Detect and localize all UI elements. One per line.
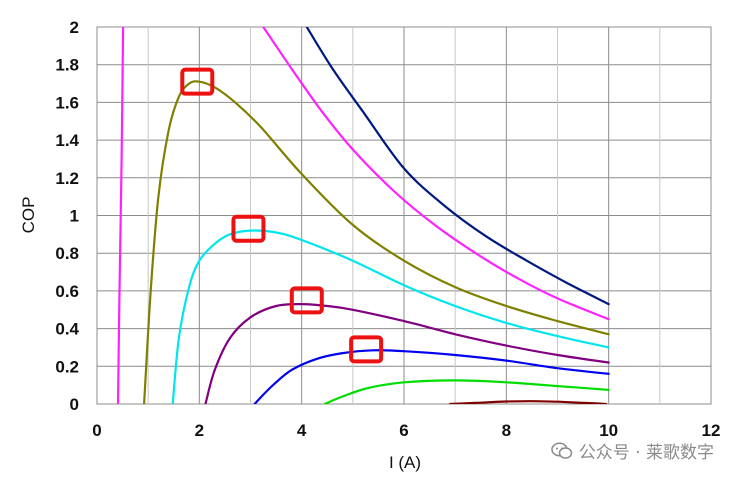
series-line-6 <box>204 302 610 404</box>
y-tick-label: 0.6 <box>55 282 79 301</box>
series-lines <box>116 27 610 404</box>
y-tick-label: 2 <box>70 18 79 37</box>
y-tick-labels: 0 0.2 0.4 0.6 0.8 1 1.2 1.4 1.6 1.8 2 <box>55 18 79 414</box>
series-line-2 <box>305 27 610 306</box>
x-tick-label: 8 <box>502 421 511 440</box>
x-tick-label: 0 <box>92 421 101 440</box>
series-line-3 <box>262 27 610 321</box>
x-tick-label: 4 <box>297 421 307 440</box>
series-line-5 <box>171 229 610 404</box>
watermark-text: 公众号 · 莱歌数字 <box>578 443 714 463</box>
y-tick-label: 1.4 <box>55 131 79 150</box>
y-tick-label: 0.2 <box>55 357 79 376</box>
highlight-box-2 <box>231 214 266 243</box>
y-tick-label: 1 <box>70 207 79 226</box>
x-tick-label: 10 <box>599 421 618 440</box>
y-tick-label: 0.4 <box>55 320 79 339</box>
y-tick-label: 0.8 <box>55 244 79 263</box>
y-axis-title: COP <box>19 197 38 234</box>
y-tick-label: 1.8 <box>55 56 79 75</box>
series-line-9 <box>449 400 608 404</box>
series-line-4 <box>143 80 610 404</box>
y-tick-label: 1.6 <box>55 93 79 112</box>
watermark: 公众号 · 莱歌数字 <box>551 438 714 463</box>
highlight-box-4 <box>349 335 384 364</box>
series-line-7 <box>253 349 610 404</box>
series-line-1 <box>116 27 125 404</box>
annotation-markers <box>180 67 384 364</box>
x-tick-label: 6 <box>399 421 408 440</box>
highlight-box-1 <box>180 67 215 96</box>
x-axis-title: I (A) <box>389 453 421 472</box>
series-line-8 <box>323 379 610 404</box>
y-tick-label: 0 <box>70 395 79 414</box>
x-tick-label: 12 <box>702 421 721 440</box>
y-tick-label: 1.2 <box>55 169 79 188</box>
x-tick-labels: 0 2 4 6 8 10 12 <box>92 421 720 440</box>
highlight-box-3 <box>289 286 324 315</box>
wechat-icon <box>551 442 573 459</box>
x-tick-label: 2 <box>195 421 204 440</box>
